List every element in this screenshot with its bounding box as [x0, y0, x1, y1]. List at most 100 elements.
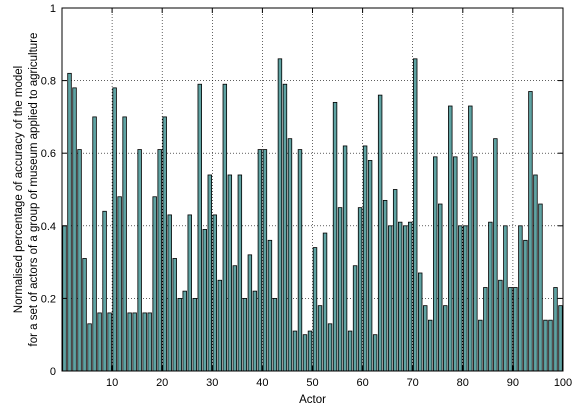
y-tick-label: 0.8: [41, 76, 56, 88]
bar: [443, 305, 448, 372]
bar: [252, 290, 258, 372]
bar: [387, 225, 393, 372]
bar: [152, 196, 157, 372]
bar: [297, 149, 303, 372]
bar: [187, 214, 192, 372]
x-tick-label: 20: [156, 377, 168, 389]
bar: [307, 330, 313, 372]
bar: [107, 312, 112, 372]
bar: [247, 254, 253, 372]
bar: [347, 330, 353, 372]
bar: [423, 305, 428, 372]
bar: [327, 323, 333, 372]
bar: [232, 265, 238, 372]
bar: [172, 258, 177, 372]
bar: [357, 207, 363, 372]
bar: [377, 94, 383, 372]
bar: [212, 214, 218, 372]
y-axis-label-line-2: for a set of actors of a group of museum…: [28, 33, 40, 347]
bar: [82, 258, 87, 372]
bar: [272, 297, 278, 372]
bar: [337, 207, 343, 372]
bar: [543, 319, 548, 372]
bar: [498, 279, 503, 372]
bar: [407, 221, 413, 372]
bar: [402, 225, 408, 372]
x-tick-label: 70: [407, 377, 419, 389]
bar: [412, 58, 418, 372]
bar: [428, 319, 433, 372]
y-axis-label: Normalised percentage of accuracy of the…: [13, 33, 40, 347]
bar: [142, 312, 147, 372]
bar: [397, 221, 403, 372]
bar: [287, 138, 293, 372]
bar: [453, 156, 458, 372]
bar: [488, 221, 493, 372]
bar: [478, 319, 483, 372]
x-tick-label: 30: [206, 377, 218, 389]
bar: [312, 247, 318, 372]
bar: [222, 83, 228, 372]
bar: [533, 174, 538, 372]
bar: [528, 91, 533, 372]
bar: [157, 149, 162, 372]
bar: [167, 214, 172, 372]
bar: [87, 323, 92, 372]
bar: [538, 203, 543, 372]
bar: [322, 232, 328, 372]
bar: [192, 297, 197, 372]
bar: [282, 83, 288, 372]
bar: [292, 330, 298, 372]
bar: [302, 334, 308, 372]
bar: [217, 279, 223, 372]
bar: [548, 319, 553, 372]
bar: [122, 116, 127, 372]
x-tick-label: 40: [256, 377, 268, 389]
x-tick-label: 100: [554, 377, 572, 389]
bar: [362, 145, 368, 372]
bar: [508, 287, 513, 372]
bar: [132, 312, 137, 372]
axis-ticks: 0 0.2 0.4 0.6 0.8 1 10 20 30 40 50 60 70 80 90 100: [41, 3, 572, 389]
bar: [72, 87, 77, 372]
bar: [77, 149, 82, 372]
bar: [433, 156, 438, 372]
bar: [117, 196, 122, 372]
bar: [367, 160, 373, 372]
y-tick-label: 0: [50, 366, 56, 378]
bar: [463, 225, 468, 372]
bar: [257, 149, 263, 372]
y-tick-label: 0.2: [41, 293, 56, 305]
bar: [137, 149, 142, 372]
x-tick-label: 50: [306, 377, 318, 389]
bar: [112, 87, 117, 372]
bar: [558, 305, 563, 372]
bar: [202, 229, 207, 372]
bar: [92, 116, 97, 372]
x-axis-label: Actor: [299, 394, 326, 406]
bar: [483, 287, 488, 372]
bar: [473, 156, 478, 372]
bar: [317, 305, 323, 372]
bar: [227, 174, 233, 372]
bar: [237, 174, 243, 372]
x-tick-label: 80: [457, 377, 469, 389]
x-tick-label: 60: [356, 377, 368, 389]
grid-lines: [62, 8, 563, 371]
bar: [262, 149, 268, 372]
bar: [372, 334, 378, 372]
x-tick-label: 90: [507, 377, 519, 389]
y-tick-label: 1: [50, 3, 56, 15]
bar: [147, 312, 152, 372]
bar: [102, 210, 107, 372]
bar-series: [62, 58, 563, 372]
bar: [518, 225, 523, 372]
y-tick-label: 0.6: [41, 148, 56, 160]
bar: [448, 105, 453, 372]
bar: [503, 225, 508, 372]
bar: [267, 239, 273, 372]
bar: [127, 312, 132, 372]
bar: [177, 297, 182, 372]
bar: [97, 312, 102, 372]
